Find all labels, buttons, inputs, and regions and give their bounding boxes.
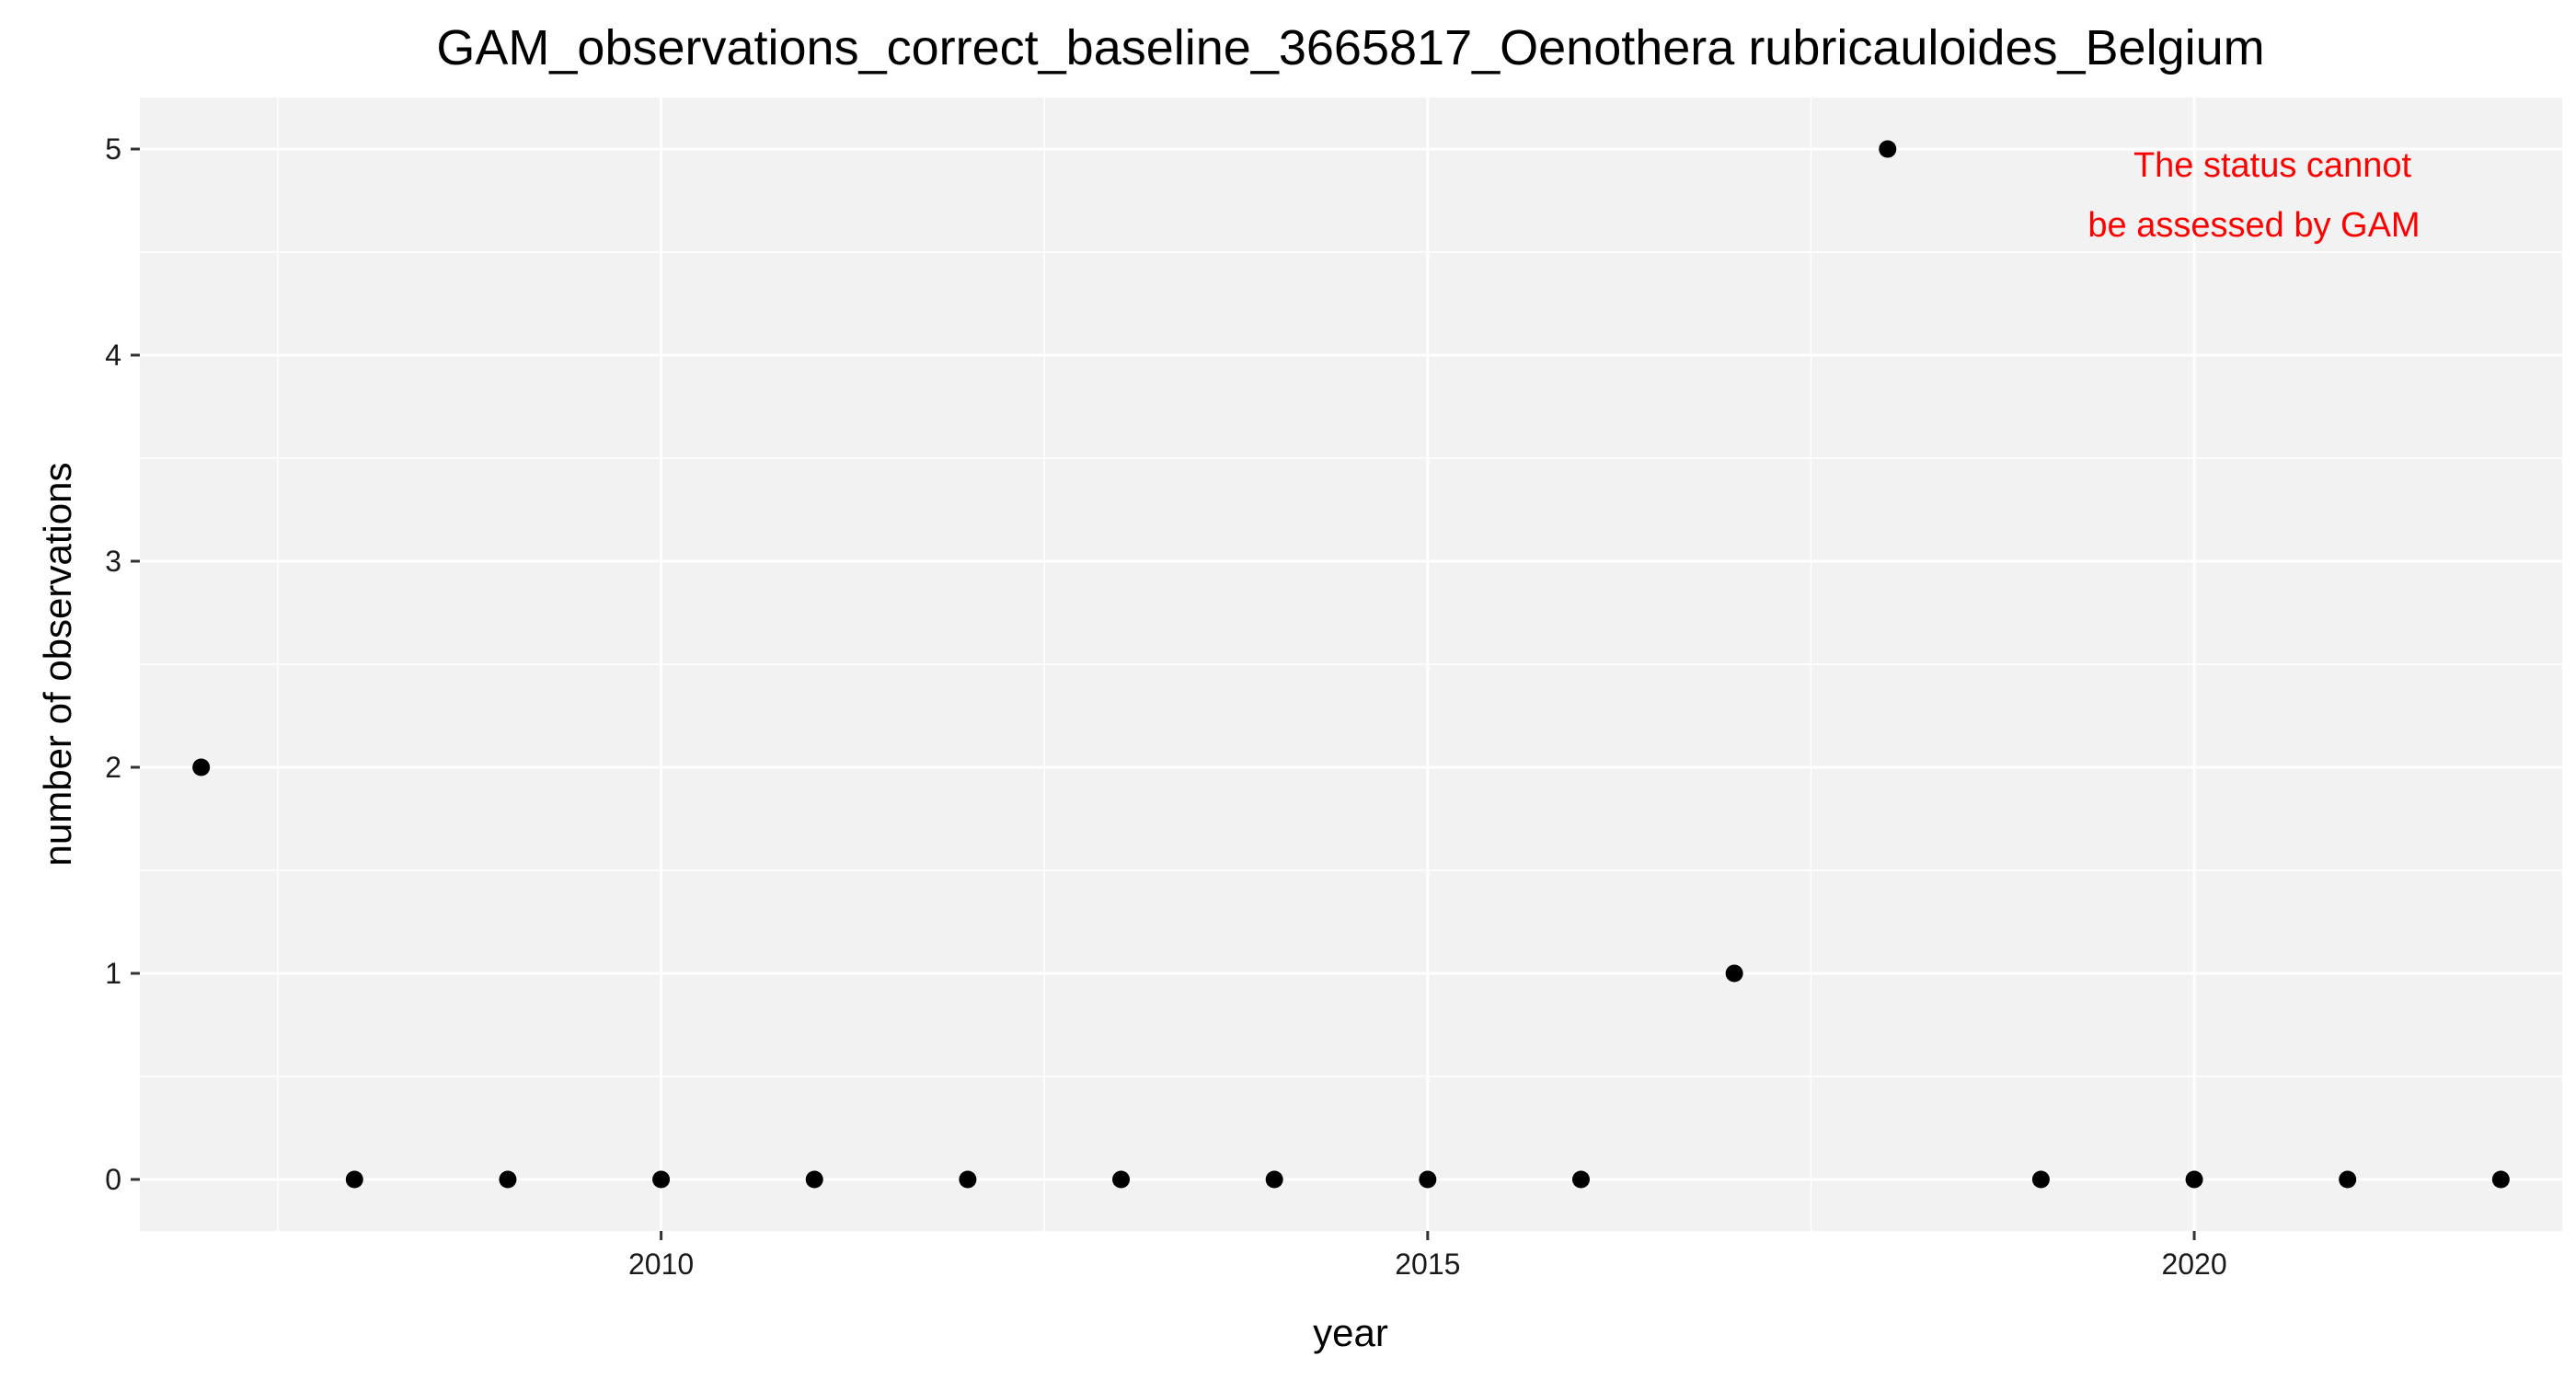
data-point <box>1112 1170 1131 1189</box>
y-tick-label: 5 <box>105 132 121 166</box>
data-point <box>805 1170 823 1189</box>
minor-gridlines <box>140 98 2562 1231</box>
y-axis-label: number of observations <box>36 463 79 867</box>
data-point <box>1879 140 1897 158</box>
data-point <box>1725 964 1743 983</box>
data-point <box>2185 1170 2203 1189</box>
data-point <box>345 1170 363 1189</box>
x-tick-label: 2010 <box>628 1248 694 1281</box>
data-point <box>1419 1170 1437 1189</box>
x-tick-label: 2015 <box>1395 1248 1460 1281</box>
x-tick-label: 2020 <box>2161 1248 2226 1281</box>
annotation-line-1: The status cannot <box>2133 146 2412 185</box>
x-axis-label: year <box>1313 1311 1388 1354</box>
chart-title: GAM_observations_correct_baseline_366581… <box>436 20 2264 75</box>
major-gridlines <box>140 98 2562 1231</box>
data-point <box>652 1170 671 1189</box>
data-point <box>192 758 211 776</box>
y-tick-label: 4 <box>105 339 121 372</box>
data-point <box>2339 1170 2357 1189</box>
annotation-line-2: be assessed by GAM <box>2087 206 2420 245</box>
status-annotation: The status cannot be assessed by GAM <box>2087 146 2420 245</box>
y-axis: 0 1 2 3 4 5 <box>105 132 140 1196</box>
data-point <box>2491 1170 2510 1189</box>
data-point <box>959 1170 977 1189</box>
data-point <box>2031 1170 2050 1189</box>
y-tick-label: 0 <box>105 1163 121 1196</box>
data-points <box>192 140 2510 1189</box>
y-tick-label: 2 <box>105 751 121 784</box>
plot-panel <box>140 98 2562 1231</box>
x-axis: 2010 2015 2020 <box>628 1231 2227 1281</box>
data-point <box>1571 1170 1590 1189</box>
y-tick-label: 1 <box>105 957 121 990</box>
data-point <box>1265 1170 1283 1189</box>
y-tick-label: 3 <box>105 545 121 578</box>
data-point <box>499 1170 517 1189</box>
